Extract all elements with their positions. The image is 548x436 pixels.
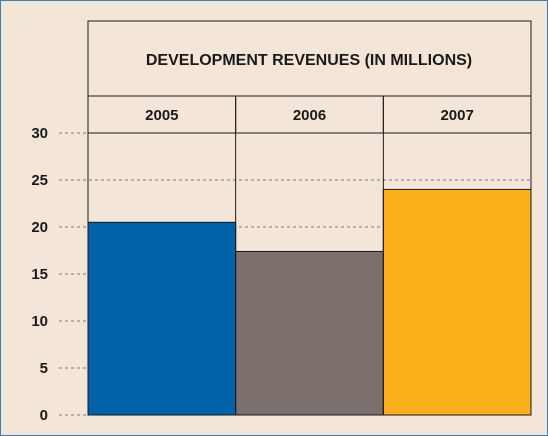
- y-tick-label: 20: [31, 219, 48, 236]
- category-label: 2006: [293, 107, 326, 124]
- y-tick-label: 5: [40, 360, 48, 377]
- category-label: 2007: [440, 107, 473, 124]
- y-axis-labels: 0 5 10 15 20 25 30: [31, 125, 48, 424]
- chart-title: DEVELOPMENT REVENUES (IN MILLIONS): [146, 52, 472, 69]
- category-headers: 2005 2006 2007: [87, 95, 532, 416]
- bar-2006: [235, 250, 384, 416]
- bar-2005: [87, 221, 237, 416]
- chart-table: DEVELOPMENT REVENUES (IN MILLIONS): [87, 20, 532, 97]
- category-header-cell: [382, 95, 532, 134]
- bars: [87, 188, 532, 416]
- y-tick-label: 15: [31, 266, 48, 283]
- y-tick-label: 10: [31, 313, 48, 330]
- y-tick-label: 25: [31, 172, 48, 189]
- category-label: 2005: [145, 107, 178, 124]
- y-tick-label: 0: [40, 407, 48, 424]
- bar-2007: [382, 188, 532, 416]
- y-tick-label: 30: [31, 125, 48, 142]
